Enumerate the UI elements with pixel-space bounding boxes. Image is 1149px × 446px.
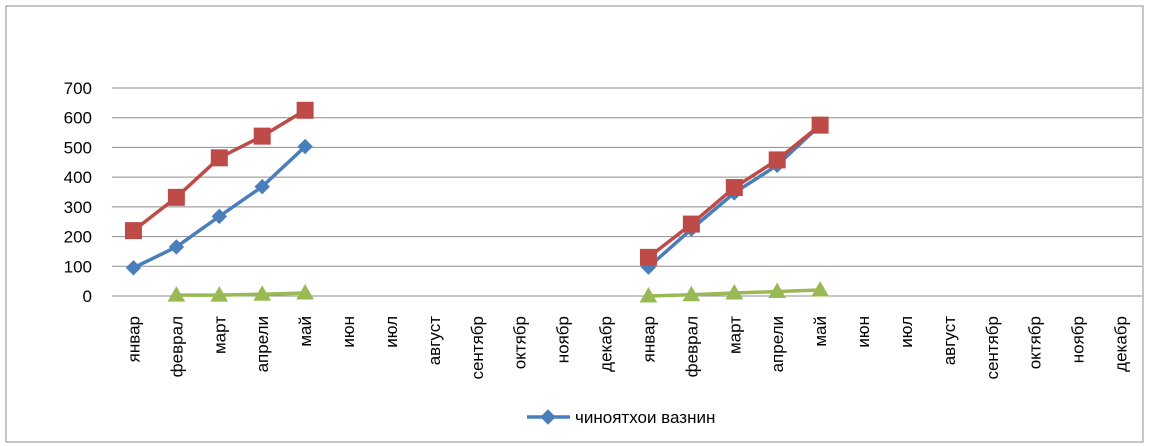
x-tick-label: май xyxy=(811,316,830,347)
x-tick-label: апрели xyxy=(253,316,272,372)
data-point-triangle xyxy=(639,286,658,303)
y-tick-label: 400 xyxy=(64,168,92,187)
data-point-diamond xyxy=(254,178,270,195)
x-tick-label: апрели xyxy=(768,316,787,372)
data-point-diamond xyxy=(540,409,556,425)
gridlines xyxy=(112,87,1142,297)
data-point-diamond xyxy=(168,239,185,255)
data-point-triangle xyxy=(210,286,229,302)
x-tick-label: феврал xyxy=(167,316,186,377)
data-point-triangle xyxy=(811,281,829,297)
y-tick-label: 100 xyxy=(64,257,92,276)
x-tick-label: октябр xyxy=(511,316,530,369)
x-tick-label: март xyxy=(210,316,229,354)
x-tick-label: октябр xyxy=(1026,316,1045,369)
data-point-diamond xyxy=(211,208,227,225)
x-tick-label: сентябр xyxy=(468,316,487,380)
x-tick-label: август xyxy=(425,316,444,365)
x-tick-label: июн xyxy=(854,316,873,348)
data-point-square xyxy=(725,179,743,197)
x-tick-label: ноябр xyxy=(1069,316,1088,363)
y-tick-label: 600 xyxy=(64,109,92,128)
data-point-square xyxy=(682,215,700,233)
y-tick-label: 300 xyxy=(64,198,92,217)
data-point-square xyxy=(210,149,228,167)
x-tick-label: июл xyxy=(382,316,401,348)
series-2 xyxy=(124,101,829,266)
data-point-triangle xyxy=(682,285,701,302)
x-tick-label: май xyxy=(296,316,315,347)
data-point-square xyxy=(124,222,142,240)
legend: чиноятхои вазнин xyxy=(527,408,715,427)
x-tick-label: феврал xyxy=(682,316,701,377)
x-tick-label: март xyxy=(725,316,744,354)
series-line xyxy=(176,291,306,297)
y-tick-label: 500 xyxy=(64,138,92,157)
data-point-square xyxy=(296,101,314,119)
y-tick-label: 0 xyxy=(83,287,92,306)
x-tick-label: июл xyxy=(897,316,916,348)
data-point-square xyxy=(167,188,185,206)
data-point-triangle xyxy=(167,286,186,302)
data-point-square xyxy=(253,127,271,145)
y-tick-label: 200 xyxy=(64,228,92,247)
x-tick-label: декабр xyxy=(597,316,616,372)
chart-border xyxy=(5,5,1144,443)
data-point-triangle xyxy=(768,282,787,299)
x-tick-label: август xyxy=(940,316,959,365)
series-3 xyxy=(167,281,829,303)
x-axis-tick-labels: январ феврал март апрели май июн июл август сент… xyxy=(124,316,1130,380)
data-point-square xyxy=(811,116,829,134)
data-point-triangle xyxy=(725,284,744,300)
x-tick-label: июн xyxy=(339,316,358,348)
y-tick-label: 700 xyxy=(64,79,92,98)
x-tick-label: сентябр xyxy=(983,316,1002,380)
series-lines xyxy=(124,101,829,303)
legend-label: чиноятхои вазнин xyxy=(575,408,715,427)
data-point-square xyxy=(639,248,657,266)
data-point-square xyxy=(768,151,786,169)
x-tick-label: декабр xyxy=(1112,316,1131,372)
x-tick-label: ноябр xyxy=(554,316,573,363)
x-tick-label: январ xyxy=(639,316,658,362)
x-tick-label: январ xyxy=(124,316,143,362)
data-point-diamond xyxy=(125,260,142,276)
data-point-triangle xyxy=(296,284,314,300)
data-point-diamond xyxy=(297,138,313,155)
data-point-triangle xyxy=(253,285,272,301)
y-axis-tick-labels: 0 100 200 300 400 500 600 700 xyxy=(64,79,92,306)
